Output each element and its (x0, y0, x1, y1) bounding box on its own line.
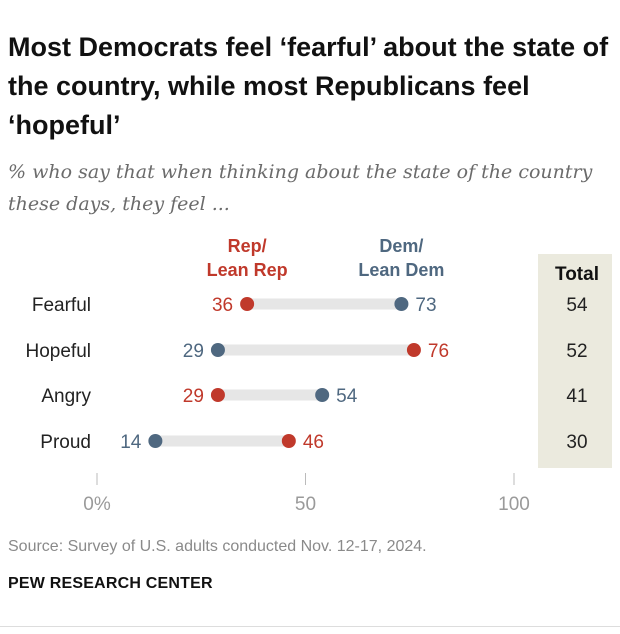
total-value: 41 (566, 386, 587, 407)
dot-rep (406, 343, 421, 357)
value-label-rep: 76 (428, 341, 449, 362)
value-label-dem: 54 (336, 386, 358, 407)
dot-plot-chart: Rep/Lean Rep Dem/Lean Dem Total Fearful 36… (26, 236, 612, 515)
dot-rep (210, 388, 225, 402)
source-note: Source: Survey of U.S. adults conducted … (8, 538, 427, 555)
value-label-dem: 14 (120, 432, 142, 453)
x-tick-label: 0% (83, 494, 111, 515)
category-label: Angry (41, 386, 91, 407)
bottom-divider (0, 626, 620, 627)
chart-subtitle: % who say that when thinking about the s… (8, 161, 593, 215)
total-value: 30 (566, 432, 587, 453)
chart-title: Most Democrats feel ‘fearful’ about the … (8, 32, 609, 140)
chart-row-proud: Proud 46 14 30 (40, 432, 587, 453)
total-value: 54 (566, 295, 588, 316)
dot-dem (315, 388, 330, 402)
dot-dem (394, 297, 409, 311)
category-label: Fearful (32, 295, 91, 316)
value-label-dem: 73 (415, 295, 436, 316)
x-tick-label: 100 (498, 494, 530, 515)
value-label-rep: 29 (183, 386, 204, 407)
legend-label-dem: Dem/ (379, 236, 423, 256)
dot-rep (240, 297, 255, 311)
value-label-rep: 46 (303, 432, 324, 453)
total-column-panel (538, 254, 612, 468)
x-tick-label: 50 (295, 494, 316, 515)
dot-rep (281, 434, 296, 448)
dot-dem (148, 434, 163, 448)
chart-row-angry: Angry 29 54 41 (41, 386, 587, 407)
legend-label-rep: Lean Rep (207, 260, 288, 280)
value-label-rep: 36 (212, 295, 233, 316)
legend-label-rep: Rep/ (228, 236, 267, 256)
brand-logo-text: PEW RESEARCH CENTER (8, 575, 213, 592)
category-label: Proud (40, 432, 91, 453)
legend-label-dem: Lean Dem (358, 260, 444, 280)
total-column-header: Total (555, 264, 599, 285)
chart-row-hopeful: Hopeful 76 29 52 (26, 341, 588, 362)
chart-row-fearful: Fearful 36 73 54 (32, 295, 588, 316)
total-value: 52 (566, 341, 587, 362)
category-label: Hopeful (26, 341, 92, 362)
value-label-dem: 29 (183, 341, 204, 362)
dot-dem (210, 343, 225, 357)
